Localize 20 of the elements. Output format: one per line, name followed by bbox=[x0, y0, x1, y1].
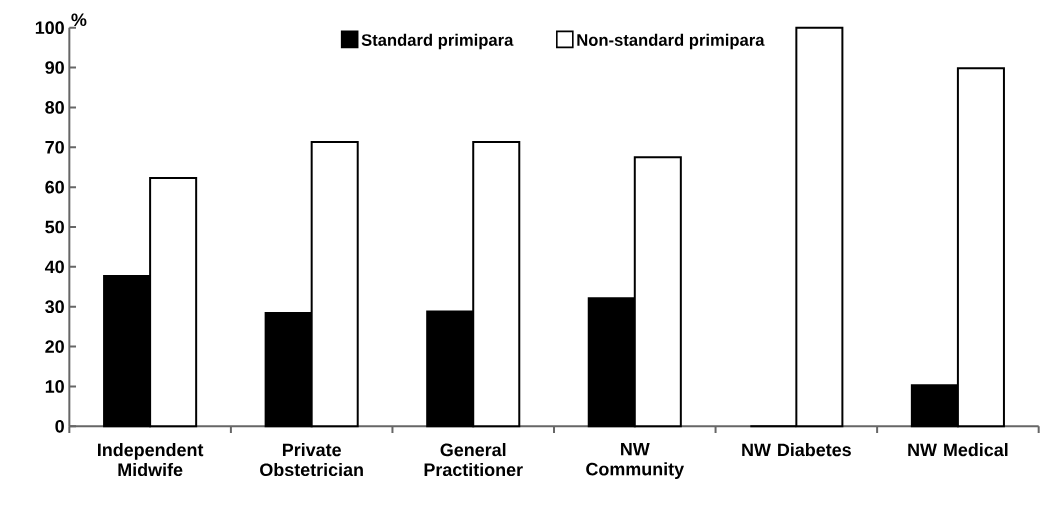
y-tick-label: 50 bbox=[45, 220, 64, 234]
legend-label: Non-standard primipara bbox=[577, 33, 765, 50]
x-tick-label: General Practitioner bbox=[424, 443, 523, 477]
y-axis-title: % bbox=[71, 13, 87, 27]
y-tick-label: 70 bbox=[45, 140, 64, 154]
x-tick-label: Independent Midwife bbox=[98, 443, 204, 477]
y-tick-label: 80 bbox=[45, 101, 64, 114]
y-tick-label: 10 bbox=[45, 380, 64, 393]
y-tick-label: 30 bbox=[45, 300, 64, 314]
x-tick-label: NW Community bbox=[586, 443, 685, 480]
y-tick-label: 90 bbox=[45, 61, 64, 74]
legend-label: Standard primipara bbox=[361, 33, 514, 50]
y-tick-label: 60 bbox=[45, 180, 64, 194]
y-tick-label: 20 bbox=[45, 340, 64, 353]
y-tick-label: 40 bbox=[44, 260, 64, 274]
x-tick-label: NW Medical bbox=[908, 443, 1008, 457]
y-tick-label: 100 bbox=[35, 21, 64, 34]
y-tick-label: 0 bbox=[55, 419, 64, 433]
x-tick-label: NW Diabetes bbox=[742, 443, 851, 457]
x-tick-label: Private Obstetrician bbox=[260, 443, 363, 477]
